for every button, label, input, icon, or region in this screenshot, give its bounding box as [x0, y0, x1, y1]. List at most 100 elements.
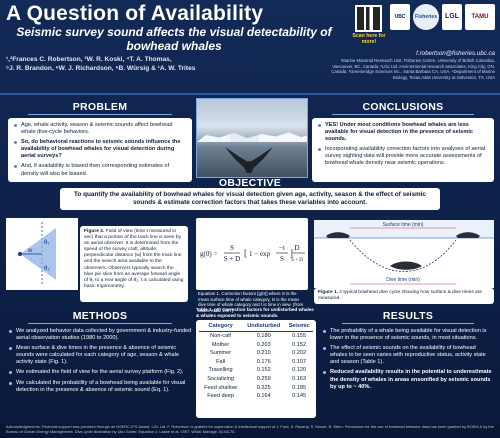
ice-floe — [197, 132, 307, 142]
problem-bullet: And, if availability is biased then corr… — [13, 163, 187, 177]
table-cell: Non-calf — [210, 333, 231, 339]
author-list: ¹,²Frances C. Robertson, ³W. R. Koski, ⁴… — [6, 55, 306, 73]
methods-bullet: We analyzed behavior data collected by g… — [8, 328, 192, 342]
methods-underline — [28, 323, 172, 324]
poster-title: A Question of Availability — [6, 2, 264, 25]
qr-label: Scan here for more! — [352, 33, 386, 45]
eq-frac1-num: S — [230, 244, 234, 252]
conclusions-bullet: Incorporating availability correction fa… — [317, 146, 489, 167]
table-cell: 0.203 — [256, 341, 271, 348]
problem-underline — [28, 114, 172, 115]
table-cell: 0.259 — [256, 375, 271, 382]
table-cell: 0.225 — [256, 384, 271, 391]
observer-marker — [18, 252, 22, 256]
table-row: Feed shallow 0.225 0.185 — [199, 384, 313, 393]
figure1-caption-box: Figure 1. A typical bowhead dive cycle s… — [314, 288, 494, 304]
eq-frac1-den: S + D — [224, 255, 240, 263]
results-heading: RESULTS — [382, 310, 434, 322]
objective-heading: OBJECTIVE — [218, 177, 282, 189]
conclusions-section: CONCLUSIONS YES! Under most conditions b… — [312, 101, 494, 182]
table-cell: 0.185 — [292, 384, 307, 391]
table-cell: Summer — [210, 350, 232, 357]
table-cell: 0.164 — [256, 393, 271, 400]
contact-email[interactable]: f.robertson@fisheries.ubc.ca — [416, 50, 495, 57]
problem-heading: PROBLEM — [72, 101, 128, 113]
methods-heading: METHODS — [72, 310, 128, 322]
acknowledgements-footer: Acknowledgements: Financial support was … — [0, 424, 500, 438]
bowhead-fluke-photo — [196, 98, 308, 178]
table-cell: Feed deep — [207, 393, 234, 400]
results-bullet: The probability of a whale being availab… — [322, 328, 494, 342]
table-row: Summer 0.210 0.202 — [199, 349, 313, 358]
w-label: w — [27, 248, 33, 254]
header-divider — [0, 93, 500, 95]
table-header-category: Category — [199, 322, 243, 332]
table-cell: 0.202 — [292, 350, 307, 357]
surface-time-label: Surface time (min) — [383, 222, 424, 228]
tamu-logo: TAMU — [465, 4, 495, 30]
results-section: RESULTS The probability of a whale being… — [322, 310, 494, 394]
equation-1: g(0) = S S + D [ 1 − exp −t S ] D S + D — [196, 218, 308, 290]
results-bullet: The effect of seismic sounds on the avai… — [322, 345, 494, 366]
ubc-logo: UBC — [390, 4, 410, 30]
methods-bullet: We calculated the probability of a bowhe… — [8, 380, 192, 394]
equation-background — [196, 218, 308, 290]
eq-close-bracket: ] — [290, 248, 293, 258]
table-cell: 0.145 — [292, 393, 307, 400]
figure2-caption-label: Figure 2. — [84, 229, 105, 234]
table-cell: 0.163 — [292, 375, 307, 382]
figure1-caption-label: Figure 1. — [318, 290, 338, 295]
table-cell: 0.152 — [292, 341, 307, 348]
problem-bullet: So, do behavioral reactions to seismic s… — [13, 139, 187, 160]
table-cell: 0.152 — [256, 367, 271, 374]
conclusions-box: YES! Under most conditions bowhead whale… — [312, 118, 494, 182]
author-line: ⁵J. R. Brandon, ⁶W. J. Richardson, ⁶B. W… — [6, 65, 196, 72]
table-header-seismic: Seismic — [285, 322, 313, 332]
table-cell: Fall — [216, 358, 226, 365]
table-cell: Mother — [211, 341, 230, 348]
theta1-label: θ₁ — [44, 240, 49, 246]
field-of-view-diagram: w θ₁ θ₂ — [6, 218, 78, 290]
table-row: Mother 0.203 0.152 — [199, 341, 313, 350]
equation-caption: Equation 1. Correction factors [g(0)] wh… — [198, 291, 304, 313]
conclusions-bullet: YES! Under most conditions bowhead whale… — [317, 122, 489, 143]
eq-bracket-term: 1 − exp — [249, 250, 271, 258]
eq-frac2-den: S — [280, 255, 284, 263]
author-line: ¹,²Frances C. Robertson, ³W. R. Koski, ⁴… — [6, 56, 172, 63]
table-row: Non-calf 0.180 0.155 — [199, 332, 313, 341]
poster-subtitle: Seismic survey sound affects the visual … — [16, 25, 332, 53]
figure1-caption: A typical bowhead dive cycle showing how… — [318, 290, 482, 301]
problem-bullet: Age, whale activity, season & seismic so… — [13, 122, 187, 136]
table-row: Socializing 0.259 0.163 — [199, 375, 313, 384]
whale-fluke — [225, 147, 273, 173]
table-header-undisturbed: Undisturbed — [242, 322, 286, 332]
qr-code[interactable] — [355, 5, 382, 32]
eq-frac2-num: −t — [279, 244, 285, 252]
dive-path — [349, 239, 457, 272]
table-cell: Travelling — [208, 367, 233, 374]
methods-section: METHODS We analyzed behavior data collec… — [8, 310, 192, 397]
problem-box: Age, whale activity, season & seismic so… — [8, 118, 192, 182]
table-cell: Socializing — [207, 375, 234, 382]
methods-bullet: We estimated the field of view for the a… — [8, 369, 192, 376]
table-cell: 0.120 — [292, 367, 307, 374]
problem-section: PROBLEM Age, whale activity, season & se… — [8, 101, 192, 182]
affiliations: ¹Marine Mammal Research Unit, Fisheries … — [331, 58, 495, 80]
eq-lhs: g(0) = — [200, 250, 217, 258]
table1-box: Category Undisturbed Seismic Non-calf 0.1… — [196, 320, 316, 418]
correction-factor-table: Category Undisturbed Seismic Non-calf 0.1… — [199, 322, 313, 401]
theta2-label: θ₂ — [44, 266, 50, 272]
table-cell: 0.180 — [256, 333, 271, 339]
conclusions-heading: CONCLUSIONS — [362, 101, 444, 113]
diving-whale — [390, 261, 422, 270]
dive-cycle-illustration: Surface time (min) Dive time (min) — [314, 220, 494, 288]
table-row: Travelling 0.152 0.120 — [199, 366, 313, 375]
table-cell: 0.176 — [256, 358, 271, 365]
table-cell: Feed shallow — [204, 384, 238, 391]
table-row: Fall 0.176 0.107 — [199, 358, 313, 367]
results-underline — [342, 323, 474, 324]
conclusions-underline — [332, 114, 474, 115]
table-cell: 0.210 — [256, 350, 271, 357]
table1-caption: Table 1. g0) Correction factors for undi… — [196, 307, 314, 318]
table-cell: 0.107 — [292, 358, 307, 365]
